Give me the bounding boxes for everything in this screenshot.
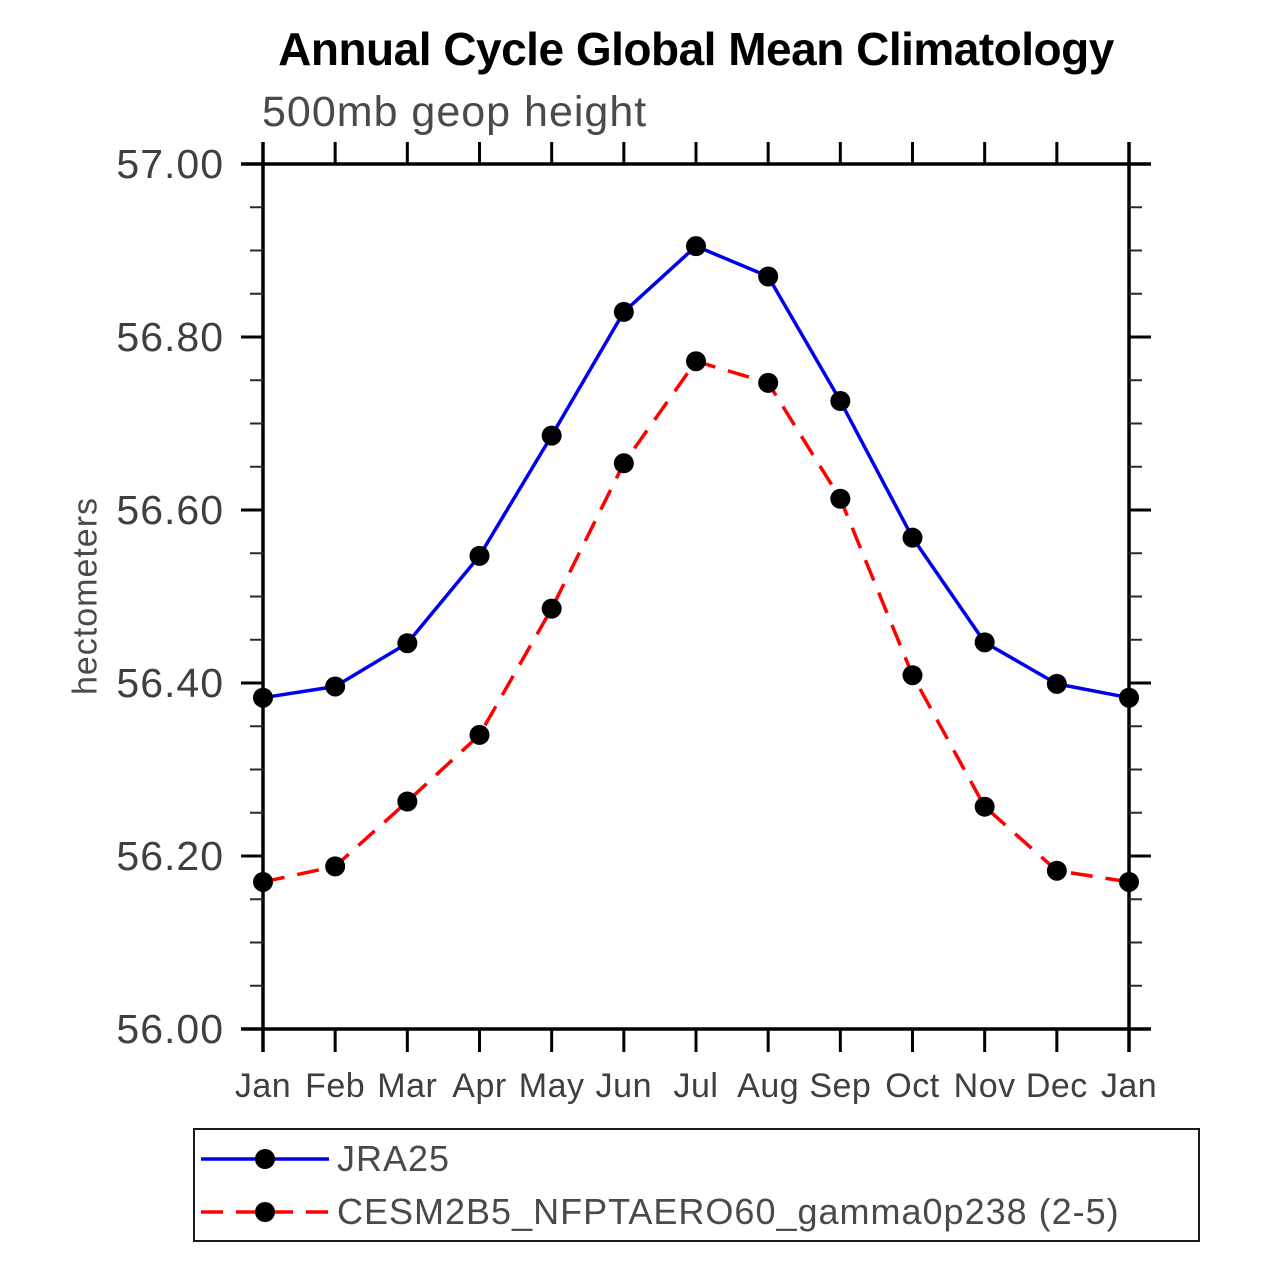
x-tick-label: Jan — [1101, 1067, 1157, 1105]
x-tick-label: Sep — [809, 1067, 871, 1105]
data-point-marker — [974, 632, 995, 653]
data-point-marker — [686, 351, 706, 372]
data-point-marker — [397, 633, 418, 654]
x-tick-label: Mar — [377, 1067, 437, 1105]
data-point-marker — [541, 598, 562, 619]
y-tick-label: 56.00 — [116, 1006, 224, 1052]
x-tick-label: Nov — [954, 1067, 1016, 1105]
data-point-marker — [253, 871, 273, 892]
data-point-marker — [1119, 687, 1139, 708]
legend-item-label: JRA25 — [337, 1137, 451, 1179]
x-tick-label: Feb — [305, 1067, 365, 1105]
x-tick-label: Dec — [1026, 1067, 1088, 1105]
x-tick-label: Apr — [452, 1067, 506, 1105]
x-tick-label: Jun — [596, 1067, 652, 1105]
data-point-marker — [397, 791, 418, 812]
data-point-marker — [1119, 871, 1139, 892]
data-point-marker — [541, 425, 562, 446]
data-point-marker — [902, 527, 923, 548]
y-tick-label: 56.60 — [116, 487, 224, 533]
data-point-marker — [325, 676, 346, 697]
legend: JRA25 CESM2B5_NFPTAERO60_gamma0p238 (2-5… — [193, 1128, 1200, 1242]
data-point-marker — [974, 796, 995, 817]
legend-item-label: CESM2B5_NFPTAERO60_gamma0p238 (2-5) — [337, 1190, 1120, 1232]
x-tick-label: Jan — [235, 1067, 291, 1105]
y-tick-label: 56.20 — [116, 833, 224, 879]
data-point-marker — [253, 687, 273, 708]
chart-subtitle: 500mb geop height — [262, 88, 648, 136]
legend-item-cesm: CESM2B5_NFPTAERO60_gamma0p238 (2-5) — [195, 1187, 1198, 1237]
data-point-marker — [758, 266, 779, 287]
data-point-marker — [830, 391, 851, 412]
solid-line-dot-icon — [201, 1148, 329, 1169]
data-point-marker — [902, 665, 923, 686]
data-point-marker — [325, 856, 346, 877]
data-point-marker — [1046, 673, 1067, 694]
data-point-marker — [613, 453, 634, 474]
data-point-marker — [469, 724, 490, 745]
y-tick-label: 56.40 — [116, 660, 224, 706]
series-line-solid — [262, 244, 1130, 700]
data-point-marker — [830, 488, 851, 509]
x-tick-label: Jul — [674, 1067, 719, 1105]
x-tick-label: Aug — [737, 1067, 799, 1105]
data-point-marker — [686, 236, 706, 257]
x-tick-label: Oct — [885, 1067, 939, 1105]
x-tick-label: May — [519, 1067, 585, 1105]
dashed-line-dot-icon — [201, 1201, 329, 1222]
data-point-marker — [469, 545, 490, 566]
y-tick-label: 57.00 — [116, 141, 224, 187]
data-point-marker — [1046, 860, 1067, 881]
chart-title: Annual Cycle Global Mean Climatology — [278, 23, 1114, 75]
y-tick-label: 56.80 — [116, 314, 224, 360]
data-point-marker — [613, 301, 634, 322]
data-point-marker — [758, 372, 779, 393]
legend-item-jra25: JRA25 — [195, 1134, 1198, 1184]
series-line-dashed — [262, 359, 1130, 884]
